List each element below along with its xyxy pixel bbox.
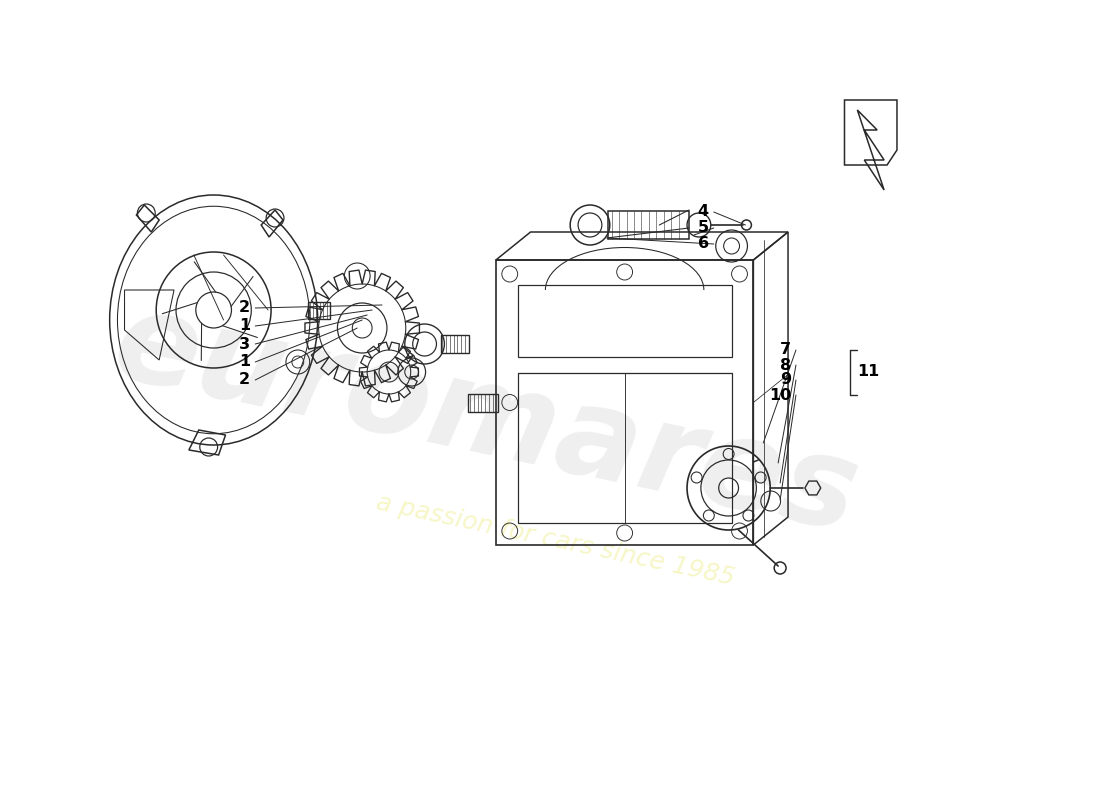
Text: 9: 9: [780, 373, 791, 387]
Text: a passion for cars since 1985: a passion for cars since 1985: [374, 490, 737, 590]
Text: 6: 6: [697, 237, 708, 251]
Bar: [469, 394, 498, 411]
Text: 7: 7: [780, 342, 791, 358]
Text: 4: 4: [697, 205, 708, 219]
Text: 10: 10: [769, 387, 791, 402]
Text: 2: 2: [239, 301, 251, 315]
Text: euromares: euromares: [103, 282, 869, 558]
Text: 11: 11: [857, 365, 880, 379]
Bar: [518, 373, 732, 523]
Bar: [441, 335, 470, 353]
Text: 8: 8: [780, 358, 791, 373]
Text: 1: 1: [239, 318, 251, 334]
Bar: [308, 302, 330, 318]
Text: 1: 1: [239, 354, 251, 370]
Text: 3: 3: [239, 337, 251, 351]
Text: 2: 2: [239, 373, 251, 387]
Bar: [518, 285, 732, 357]
Bar: [608, 211, 689, 239]
Text: 5: 5: [697, 221, 708, 235]
